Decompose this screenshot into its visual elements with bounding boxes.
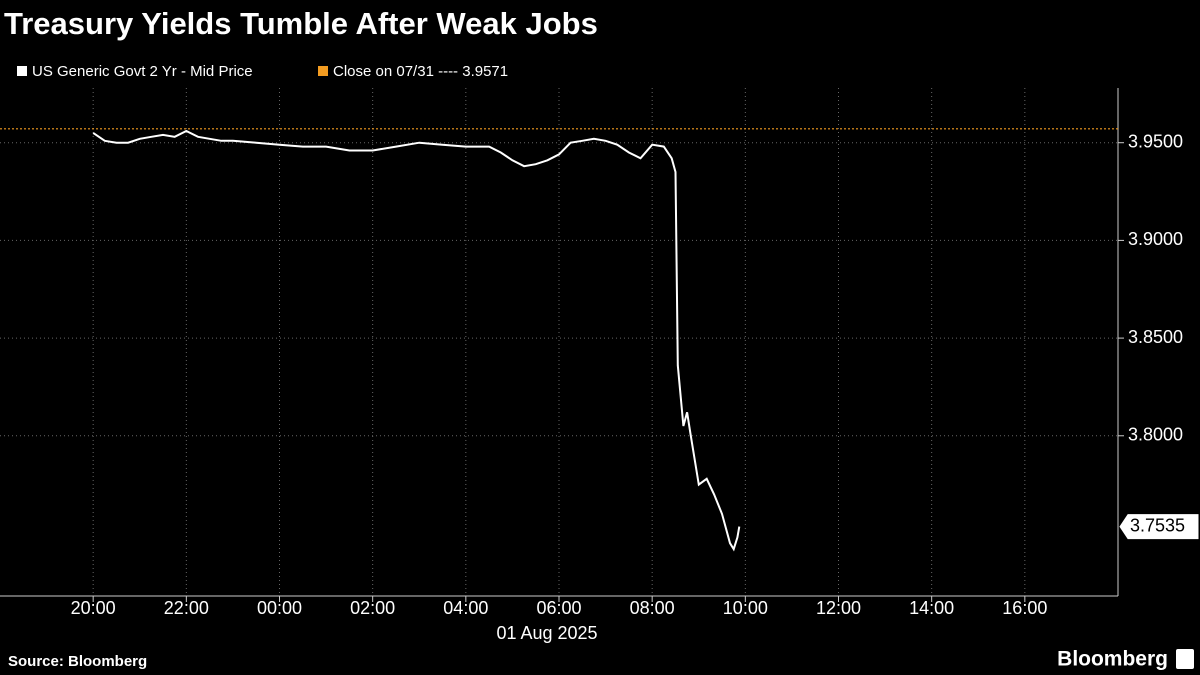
brand: Bloomberg [1057, 648, 1168, 671]
legend-swatch [318, 66, 328, 76]
chart-title: Treasury Yields Tumble After Weak Jobs [4, 6, 598, 41]
line [92, 129, 741, 552]
x-tick-label: 20:00 [71, 598, 116, 618]
x-tick-label: 12:00 [816, 598, 861, 618]
x-tick-label: 10:00 [723, 598, 768, 618]
brand-icon [1176, 649, 1194, 669]
y-tick-label: 3.9500 [1128, 131, 1183, 151]
x-tick-label: 14:00 [909, 598, 954, 618]
source: Source: Bloomberg [8, 653, 147, 670]
legend-label: Close on 07/31 ---- 3.9571 [333, 63, 508, 80]
x-tick-label: 04:00 [443, 598, 488, 618]
x-tick-label: 06:00 [536, 598, 581, 618]
legend-swatch [17, 66, 27, 76]
y-tick-label: 3.8500 [1128, 327, 1183, 347]
y-tick-label: 3.8000 [1128, 425, 1183, 445]
x-tick-label: 08:00 [630, 598, 675, 618]
date-label: 01 Aug 2025 [496, 623, 597, 643]
last-value-label: 3.7535 [1130, 515, 1185, 535]
x-tick-label: 00:00 [257, 598, 302, 618]
last-value-box [1119, 514, 1199, 540]
x-tick-label: 02:00 [350, 598, 395, 618]
x-tick-label: 22:00 [164, 598, 209, 618]
legend-label: US Generic Govt 2 Yr - Mid Price [32, 63, 253, 80]
y-tick-label: 3.9000 [1128, 229, 1183, 249]
x-tick-label: 16:00 [1002, 598, 1047, 618]
